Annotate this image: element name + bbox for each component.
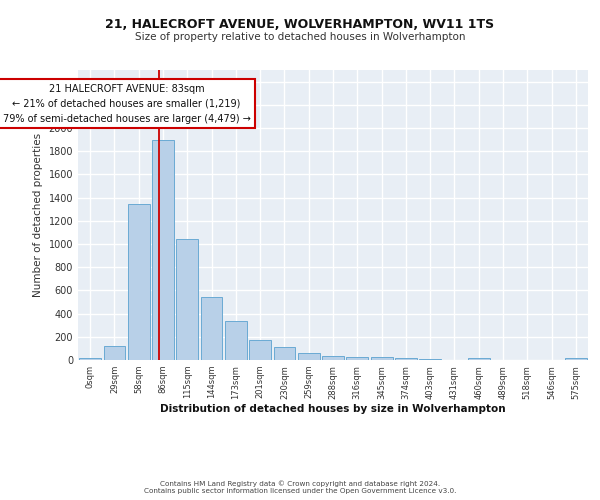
Bar — [468, 358, 490, 360]
Text: 21 HALECROFT AVENUE: 83sqm
← 21% of detached houses are smaller (1,219)
79% of s: 21 HALECROFT AVENUE: 83sqm ← 21% of deta… — [2, 84, 251, 124]
Bar — [200, 297, 223, 360]
Text: 21, HALECROFT AVENUE, WOLVERHAMPTON, WV11 1TS: 21, HALECROFT AVENUE, WOLVERHAMPTON, WV1… — [106, 18, 494, 30]
Text: Contains HM Land Registry data © Crown copyright and database right 2024.
Contai: Contains HM Land Registry data © Crown c… — [144, 480, 456, 494]
Bar — [565, 358, 587, 360]
Bar — [395, 358, 417, 360]
Bar — [79, 358, 101, 360]
Bar — [225, 321, 247, 360]
Bar — [322, 356, 344, 360]
Bar — [152, 140, 174, 360]
Bar — [298, 353, 320, 360]
Bar — [104, 346, 125, 360]
X-axis label: Distribution of detached houses by size in Wolverhampton: Distribution of detached houses by size … — [160, 404, 506, 414]
Bar — [128, 204, 149, 360]
Y-axis label: Number of detached properties: Number of detached properties — [33, 133, 43, 297]
Bar — [419, 358, 441, 360]
Bar — [249, 340, 271, 360]
Bar — [274, 347, 295, 360]
Bar — [371, 358, 392, 360]
Bar — [346, 357, 368, 360]
Text: Size of property relative to detached houses in Wolverhampton: Size of property relative to detached ho… — [135, 32, 465, 42]
Bar — [176, 239, 198, 360]
